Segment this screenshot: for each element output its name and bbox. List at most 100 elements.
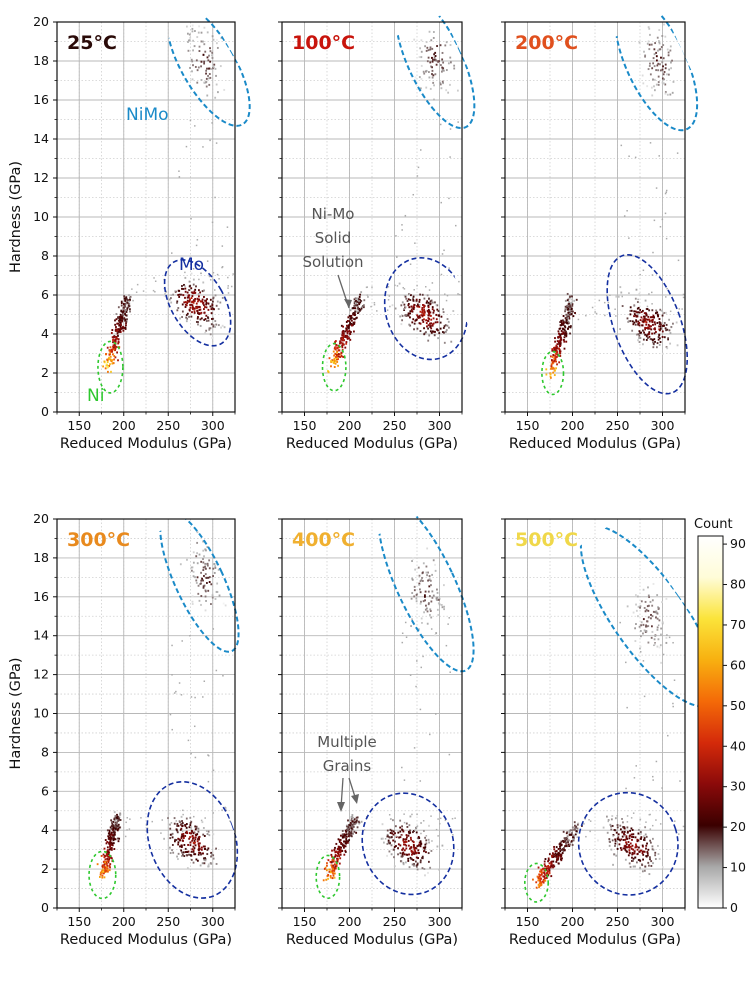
heatmap-cell	[202, 696, 204, 698]
heatmap-cell	[178, 820, 181, 823]
heatmap-cell	[330, 365, 332, 368]
heatmap-cell	[358, 307, 361, 310]
heatmap-cell	[124, 305, 126, 308]
heatmap-cell	[416, 303, 419, 306]
heatmap-cell	[409, 856, 412, 859]
y-tick-label: 12	[33, 667, 49, 682]
heatmap-cell	[657, 83, 660, 86]
heatmap-cell	[185, 823, 188, 825]
heatmap-cell	[203, 574, 205, 577]
heatmap-cell	[627, 854, 630, 857]
heatmap-cell	[429, 311, 432, 314]
heatmap-cell	[400, 834, 402, 836]
heatmap-cell	[655, 346, 658, 349]
heatmap-cell	[199, 291, 202, 294]
heatmap-cell	[666, 287, 668, 290]
heatmap-cell	[549, 866, 552, 869]
heatmap-cell	[119, 826, 122, 829]
heatmap-cell	[655, 83, 658, 86]
heatmap-cell	[598, 299, 601, 302]
y-tick-label: 6	[41, 783, 49, 798]
heatmap-cell	[661, 787, 663, 789]
heatmap-cell	[326, 862, 328, 865]
heatmap-cell	[555, 355, 558, 358]
heatmap-cell	[171, 728, 173, 731]
heatmap-cell	[355, 820, 357, 823]
heatmap-cell	[210, 583, 213, 586]
heatmap-cell	[103, 856, 106, 859]
heatmap-cell	[107, 853, 110, 856]
heatmap-cell	[151, 820, 154, 823]
heatmap-cell	[422, 304, 424, 306]
heatmap-cell	[230, 285, 233, 288]
heatmap-cell	[666, 328, 669, 331]
heatmap-cell	[105, 353, 107, 355]
heatmap-cell	[664, 35, 667, 38]
heatmap-cell	[641, 74, 644, 77]
heatmap-cell	[631, 829, 634, 831]
heatmap-cell	[430, 616, 433, 619]
heatmap-cell	[648, 318, 650, 321]
heatmap-cell	[546, 870, 549, 873]
heatmap-cell	[633, 852, 636, 855]
heatmap-cell	[638, 334, 641, 337]
heatmap-cell	[182, 832, 185, 835]
heatmap-cell	[408, 306, 411, 309]
x-tick-label: 150	[67, 418, 91, 433]
heatmap-cell	[203, 62, 206, 65]
heatmap-cell	[447, 62, 450, 65]
heatmap-cell	[417, 837, 420, 840]
heatmap-cell	[657, 624, 660, 626]
heatmap-cell	[435, 598, 438, 601]
heatmap-cell	[406, 300, 409, 302]
heatmap-cell	[428, 575, 431, 578]
heatmap-cell	[198, 837, 200, 840]
heatmap-cell	[342, 846, 345, 849]
heatmap-cell	[102, 866, 104, 869]
heatmap-cell	[196, 312, 199, 315]
heatmap-cell	[348, 320, 351, 323]
x-tick-label: 200	[338, 914, 362, 929]
heatmap-cell	[441, 331, 444, 334]
heatmap-cell	[325, 869, 328, 872]
heatmap-cell	[554, 348, 557, 351]
heatmap-cell	[189, 816, 192, 819]
heatmap-cell	[411, 592, 414, 594]
heatmap-cell	[443, 331, 445, 334]
heatmap-cell	[198, 25, 200, 28]
heatmap-cell	[650, 319, 653, 322]
heatmap-cell	[204, 573, 207, 576]
heatmap-cell	[558, 852, 561, 855]
heatmap-cell	[661, 866, 664, 869]
heatmap-cell	[342, 325, 345, 328]
heatmap-cell	[645, 821, 647, 823]
heatmap-cell	[652, 775, 654, 778]
x-axis-label: Reduced Modulus (GPa)	[509, 436, 681, 452]
heatmap-cell	[206, 94, 209, 97]
heatmap-cell	[664, 92, 667, 95]
heatmap-cell	[648, 309, 651, 312]
heatmap-cell	[193, 815, 195, 818]
heatmap-cell	[416, 845, 419, 848]
heatmap-cell	[632, 848, 635, 851]
heatmap-cell	[638, 330, 641, 333]
heatmap-cell	[117, 823, 120, 826]
heatmap-cell	[178, 682, 181, 684]
heatmap-cell	[401, 852, 404, 855]
heatmap-cell	[576, 827, 579, 830]
heatmap-cell	[430, 584, 432, 587]
heatmap-cell	[116, 351, 119, 354]
heatmap-cell	[105, 364, 108, 367]
heatmap-cell	[554, 337, 556, 340]
heatmap-cell	[422, 312, 425, 315]
heatmap-cell	[576, 823, 579, 826]
heatmap-cell	[545, 373, 548, 376]
heatmap-cell	[442, 82, 444, 85]
heatmap-cell	[420, 64, 423, 67]
heatmap-cell	[115, 326, 117, 328]
heatmap-cell	[423, 305, 426, 307]
heatmap-cell	[202, 586, 205, 589]
heatmap-cell	[638, 625, 641, 628]
heatmap-cell	[639, 867, 641, 869]
heatmap-cell	[107, 832, 110, 835]
